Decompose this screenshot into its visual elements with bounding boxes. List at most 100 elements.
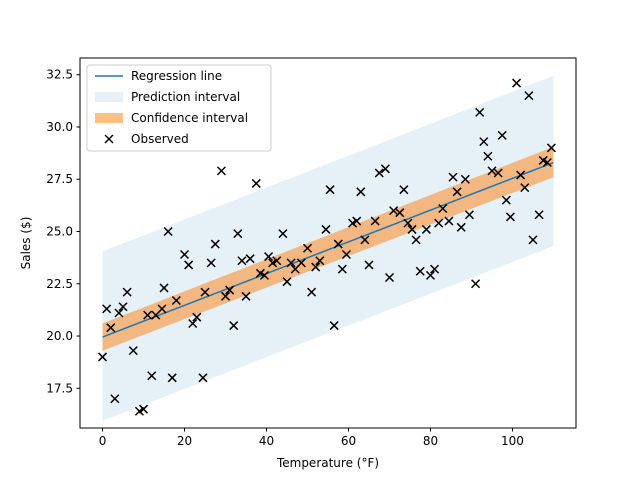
y-axis-ticks: 17.5 20.0 22.5 25.0 27.5 30.0 32.5: [46, 68, 80, 395]
y-tick-label: 17.5: [46, 381, 73, 395]
plot-frame: [79, 57, 577, 429]
observed-point: [524, 91, 534, 101]
observed-points: [98, 78, 556, 416]
observed-point: [210, 239, 220, 249]
y-axis-label: Sales ($): [19, 217, 33, 270]
observed-point: [337, 264, 347, 274]
observed-point: [245, 254, 255, 264]
observed-point: [434, 218, 444, 228]
observed-point: [333, 239, 343, 249]
confidence-interval-band: [102, 146, 554, 351]
observed-point: [430, 264, 440, 274]
observed-point: [542, 157, 552, 168]
observed-point: [233, 229, 243, 239]
observed-point: [425, 270, 436, 280]
observed-point: [421, 224, 431, 234]
interval-bands: [102, 75, 554, 421]
observed-point: [341, 249, 351, 260]
observed-point: [520, 183, 530, 193]
observed-point: [241, 291, 251, 301]
observed-point: [216, 166, 226, 176]
observed-point: [352, 216, 362, 226]
x-tick-label: 0: [99, 434, 107, 448]
observed-point: [192, 312, 202, 322]
x-tick-label: 20: [177, 434, 192, 448]
observed-point: [448, 172, 458, 182]
observed-point: [198, 373, 208, 383]
observed-point: [399, 185, 409, 195]
observed-point: [225, 285, 235, 295]
legend-confidence-swatch: [95, 113, 123, 123]
observed-point: [516, 170, 526, 180]
observed-point: [501, 195, 511, 205]
observed-point: [528, 235, 538, 245]
observed-point: [438, 203, 448, 214]
legend-observed-marker: [104, 134, 114, 144]
observed-point: [184, 260, 194, 270]
y-tick-label: 30.0: [46, 120, 73, 134]
x-tick-label: 80: [423, 434, 438, 448]
observed-point: [329, 321, 339, 331]
observed-point: [403, 218, 413, 228]
observed-point: [415, 266, 425, 276]
observed-point: [237, 256, 247, 266]
observed-point: [487, 166, 497, 176]
observed-point: [364, 260, 374, 270]
observed-point: [534, 210, 544, 220]
legend: Regression line Prediction interval Conf…: [86, 64, 272, 152]
observed-point: [179, 249, 190, 260]
observed-point: [122, 287, 132, 297]
observed-point: [325, 185, 335, 195]
observed-point: [370, 216, 380, 226]
observed-point: [220, 291, 231, 301]
observed-point: [444, 216, 454, 226]
observed-point: [497, 130, 507, 140]
observed-point: [479, 137, 489, 147]
observed-point: [307, 287, 317, 297]
observed-point: [114, 308, 124, 318]
observed-point: [110, 394, 120, 404]
observed-point: [411, 235, 421, 245]
observed-point: [460, 174, 470, 184]
observed-point: [286, 258, 296, 268]
x-tick-label: 40: [259, 434, 274, 448]
observed-point: [98, 352, 108, 362]
legend-regression-label: Regression line: [131, 69, 222, 83]
y-tick-label: 25.0: [46, 225, 73, 239]
observed-point: [302, 243, 313, 253]
observed-point: [200, 287, 210, 297]
observed-point: [118, 302, 128, 312]
observed-point: [360, 235, 370, 245]
observed-point: [106, 323, 116, 333]
observed-point: [505, 212, 515, 222]
observed-point: [380, 164, 390, 174]
legend-prediction-swatch: [95, 92, 123, 102]
observed-point: [163, 226, 173, 237]
observed-point: [143, 310, 153, 320]
legend-observed-label: Observed: [131, 132, 189, 146]
observed-point: [384, 272, 395, 283]
observed-point: [395, 208, 405, 218]
observed-point: [264, 252, 274, 262]
observed-point: [512, 78, 522, 88]
observed-point: [259, 270, 269, 280]
observed-point: [456, 222, 466, 232]
legend-confidence-label: Confidence interval: [131, 111, 248, 125]
observed-point: [296, 258, 306, 268]
y-tick-label: 22.5: [46, 277, 73, 291]
observed-point: [407, 224, 417, 234]
observed-point: [229, 321, 239, 331]
observed-point: [188, 318, 198, 329]
observed-point: [493, 168, 503, 178]
observed-point: [157, 304, 167, 314]
observed-point: [471, 279, 481, 289]
observed-point: [251, 178, 261, 188]
observed-point: [464, 210, 474, 220]
observed-point: [282, 277, 292, 287]
observed-point: [206, 258, 216, 268]
legend-box: [86, 64, 272, 152]
regression-line: [102, 161, 554, 338]
observed-point: [102, 304, 112, 314]
legend-prediction-label: Prediction interval: [131, 90, 240, 104]
x-tick-label: 60: [341, 434, 356, 448]
